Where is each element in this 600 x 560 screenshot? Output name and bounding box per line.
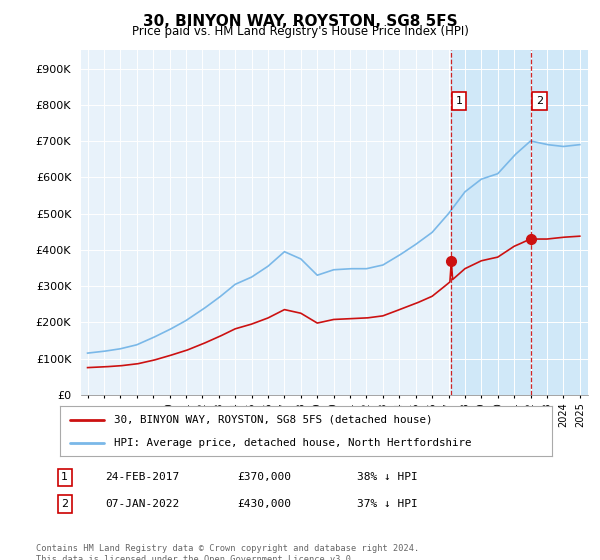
Text: 24-FEB-2017: 24-FEB-2017: [105, 472, 179, 482]
Text: 2: 2: [61, 499, 68, 509]
Text: 38% ↓ HPI: 38% ↓ HPI: [357, 472, 418, 482]
Bar: [451, 50, 588, 395]
Text: HPI: Average price, detached house, North Hertfordshire: HPI: Average price, detached house, Nort…: [114, 438, 472, 448]
Text: £430,000: £430,000: [237, 499, 291, 509]
Text: Price paid vs. HM Land Registry's House Price Index (HPI): Price paid vs. HM Land Registry's House …: [131, 25, 469, 38]
Text: 30, BINYON WAY, ROYSTON, SG8 5FS (detached house): 30, BINYON WAY, ROYSTON, SG8 5FS (detach…: [114, 414, 433, 424]
Text: 1: 1: [61, 472, 68, 482]
Text: 37% ↓ HPI: 37% ↓ HPI: [357, 499, 418, 509]
Text: 30, BINYON WAY, ROYSTON, SG8 5FS: 30, BINYON WAY, ROYSTON, SG8 5FS: [143, 14, 457, 29]
Text: 2: 2: [536, 96, 543, 106]
Text: Contains HM Land Registry data © Crown copyright and database right 2024.
This d: Contains HM Land Registry data © Crown c…: [36, 544, 419, 560]
Text: 1: 1: [455, 96, 463, 106]
Text: £370,000: £370,000: [237, 472, 291, 482]
Text: 07-JAN-2022: 07-JAN-2022: [105, 499, 179, 509]
